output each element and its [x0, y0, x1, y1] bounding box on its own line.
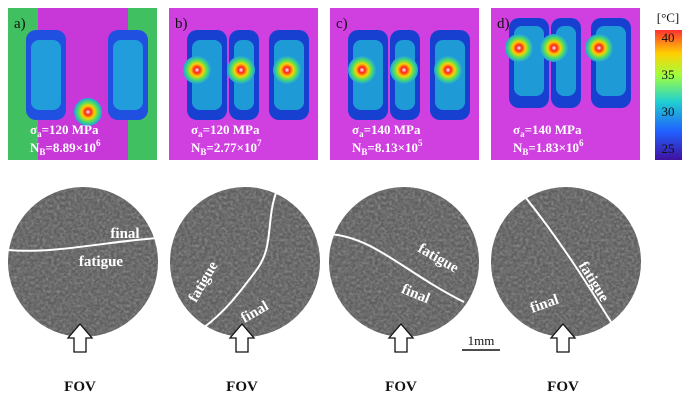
view-label: FOV [64, 379, 96, 395]
panel-label: b) [175, 16, 188, 32]
view-label: FOV [385, 379, 417, 395]
panel-label: a) [14, 16, 26, 32]
hot-spot [390, 56, 418, 84]
panel-label: d) [497, 16, 510, 32]
cycles-exp: 6 [579, 138, 584, 148]
view-label: FOV [226, 379, 258, 395]
hot-spot [183, 56, 211, 84]
hot-spot [585, 34, 613, 62]
cycles-exp: 5 [418, 138, 423, 148]
cycles-base: =8.89×10 [45, 140, 96, 155]
panel-label: c) [336, 16, 348, 32]
colorbar-tick: 25 [662, 141, 675, 156]
stress-symbol: σ [352, 122, 359, 137]
cycles-exp: 7 [257, 138, 262, 148]
stress-value: =120 MPa [42, 122, 99, 137]
hot-spot [273, 56, 301, 84]
colorbar-tick: 40 [662, 30, 675, 45]
hot-spot [434, 56, 462, 84]
colorbar-tick: 30 [662, 104, 675, 119]
hot-spot [540, 34, 568, 62]
fractograph: final fatigue [8, 187, 158, 337]
stress-symbol: σ [191, 122, 198, 137]
cycles-exp: 6 [96, 138, 101, 148]
cycles-base: =2.77×10 [206, 140, 257, 155]
hot-spot [227, 56, 255, 84]
cycles-base: =1.83×10 [528, 140, 579, 155]
cycles-base: =8.13×10 [367, 140, 418, 155]
hot-spot [505, 34, 533, 62]
thermal-zone [31, 40, 61, 110]
thermal-zone [113, 40, 143, 110]
view-label: FOV [547, 379, 579, 395]
colorbar-tick: 35 [662, 67, 675, 82]
crack-label: fatigue [79, 254, 124, 270]
stress-value: =140 MPa [525, 122, 582, 137]
colorbar-unit: [°C] [657, 10, 680, 25]
figure: a)σa=120 MPaNB=8.89×106finalfatigueFOVb)… [0, 0, 689, 396]
crack-label: final [110, 226, 139, 242]
stress-value: =140 MPa [364, 122, 421, 137]
stress-symbol: σ [30, 122, 37, 137]
fracture-surface [491, 187, 641, 337]
hot-spot [348, 56, 376, 84]
stress-value: =120 MPa [203, 122, 260, 137]
scale-bar-label: 1mm [468, 333, 495, 348]
stress-symbol: σ [513, 122, 520, 137]
